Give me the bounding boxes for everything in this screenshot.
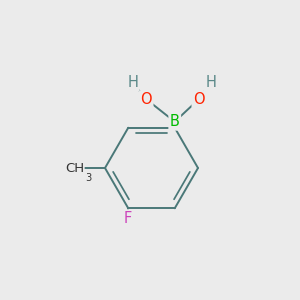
Text: O: O	[193, 92, 205, 107]
Text: 3: 3	[85, 173, 92, 183]
Text: O: O	[140, 92, 152, 107]
Text: F: F	[124, 211, 132, 226]
Text: CH: CH	[65, 161, 84, 175]
Text: H: H	[205, 75, 216, 90]
Text: H: H	[127, 75, 138, 90]
Text: B: B	[170, 114, 180, 129]
